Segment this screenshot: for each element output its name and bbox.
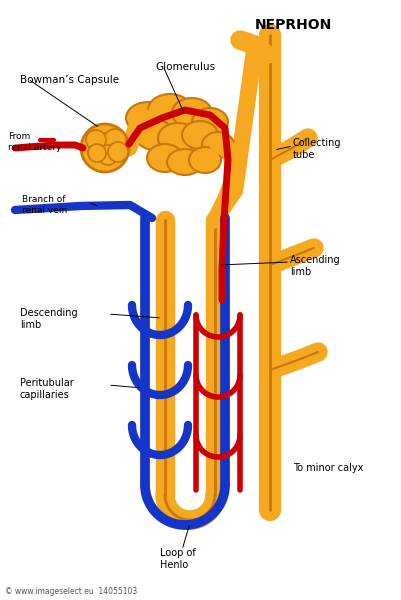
- Ellipse shape: [192, 108, 227, 136]
- Text: Descending
limb: Descending limb: [20, 308, 77, 331]
- Text: Loop of
Henlo: Loop of Henlo: [160, 548, 195, 571]
- Ellipse shape: [201, 132, 233, 158]
- Text: NEPRHON: NEPRHON: [254, 18, 331, 32]
- Text: From
renal artery: From renal artery: [8, 132, 61, 152]
- Circle shape: [81, 124, 129, 172]
- Text: Collecting
tube: Collecting tube: [292, 138, 341, 160]
- Text: Branch of
renal vein: Branch of renal vein: [22, 195, 67, 215]
- Ellipse shape: [188, 147, 221, 173]
- Ellipse shape: [182, 121, 217, 149]
- Circle shape: [86, 130, 106, 150]
- Circle shape: [104, 129, 126, 151]
- Ellipse shape: [158, 123, 198, 153]
- Ellipse shape: [126, 102, 170, 134]
- Ellipse shape: [135, 120, 174, 150]
- Ellipse shape: [166, 149, 203, 175]
- Ellipse shape: [148, 94, 192, 126]
- Text: To minor calyx: To minor calyx: [292, 463, 363, 473]
- Circle shape: [108, 142, 128, 162]
- Circle shape: [88, 144, 106, 162]
- Text: Glomerulus: Glomerulus: [155, 62, 215, 72]
- Text: Peritubular
capillaries: Peritubular capillaries: [20, 378, 73, 400]
- Ellipse shape: [172, 98, 211, 128]
- Text: © www.imageselect.eu  14055103: © www.imageselect.eu 14055103: [5, 587, 137, 596]
- Circle shape: [92, 133, 118, 159]
- Text: Bowman’s Capsule: Bowman’s Capsule: [20, 75, 119, 85]
- Circle shape: [98, 145, 118, 165]
- Text: Ascending
limb: Ascending limb: [289, 255, 340, 277]
- Ellipse shape: [147, 144, 182, 172]
